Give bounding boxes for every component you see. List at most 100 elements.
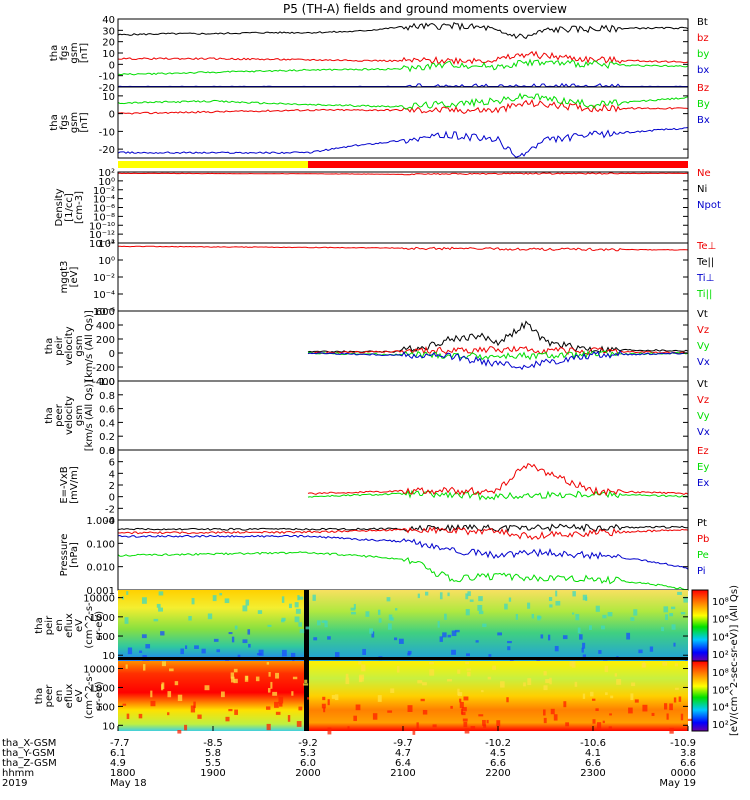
y-tick-label: 10⁻¹² — [89, 230, 115, 241]
y-axis-label-line: fgs — [59, 45, 70, 60]
series-line-Bt — [117, 21, 689, 40]
legend-entry-Pe: Pe — [697, 550, 709, 561]
spectrogram-cell — [579, 634, 583, 640]
legend-entry-Te⊥: Te⊥ — [696, 241, 716, 252]
spectrogram-cell — [312, 594, 316, 601]
spectrogram-cell — [609, 713, 612, 716]
x-tick-value: 4.7 — [395, 748, 411, 759]
y-tick-label: 200 — [96, 335, 115, 346]
y-tick-label: 10² — [98, 168, 115, 179]
spectrogram-cell — [365, 611, 370, 617]
colorbar-tick-label: 10⁸ — [712, 668, 729, 679]
spectrogram-cell — [321, 620, 327, 623]
legend-entry-Ex: Ex — [697, 478, 709, 489]
y-tick-label: -10 — [99, 72, 115, 83]
spectrogram-cell — [420, 698, 425, 702]
x-tick-value: -8.5 — [203, 738, 223, 749]
spectrogram-cell — [417, 680, 423, 684]
legend-entry-Ni: Ni — [697, 184, 707, 195]
spectrogram-cell — [582, 654, 586, 660]
spectrogram-cell — [167, 712, 170, 716]
spectrogram-cell — [350, 607, 356, 611]
spectrogram-cell — [141, 597, 147, 604]
y-tick-label: -400 — [92, 377, 115, 388]
series-line-Vx — [307, 350, 689, 371]
spectrogram-cell — [377, 695, 382, 702]
legend-entry-Bz: Bz — [697, 83, 709, 94]
y-axis-label-line: tha — [44, 407, 55, 423]
spectrogram-cell — [298, 596, 304, 600]
y-axis-label-line: en — [54, 619, 65, 632]
spectrogram-cell — [432, 724, 437, 728]
spectrogram-cell — [447, 634, 452, 638]
panel-fgs-gse: 10 0 -10 -20 tha fgs gsm [nT] Bz By Bx — [49, 83, 710, 159]
spectrogram-cell — [291, 691, 294, 696]
y-axis-label-line: [nT] — [79, 43, 90, 63]
spectrogram-cell — [390, 688, 395, 693]
legend-entry-Vy: Vy — [697, 341, 710, 352]
spectrogram-cell — [387, 710, 393, 713]
series-line-Ne — [117, 172, 689, 176]
spectrogram-cell — [156, 603, 161, 608]
spectrogram-cell — [248, 643, 251, 648]
spectrogram-cell — [447, 679, 452, 682]
y-axis-label-line: eflux — [64, 613, 75, 638]
spectrogram-cell — [358, 661, 362, 665]
spectrogram-cell — [459, 701, 464, 709]
x-tick-value: 3.8 — [680, 748, 696, 759]
spectrogram-cell — [228, 632, 233, 635]
spectrogram-cell — [127, 647, 133, 655]
spectrogram-cell — [465, 609, 470, 616]
spectrogram-cell — [497, 632, 502, 636]
spectrogram-cell — [230, 672, 235, 679]
spectrogram-cell — [331, 694, 336, 699]
y-axis-label-line: [cm-3] — [74, 191, 85, 224]
spectrogram-cell — [193, 701, 196, 709]
spectrogram-cell — [527, 602, 531, 609]
y-axis-label-line: peer — [44, 684, 55, 708]
spectrogram-cell — [237, 654, 241, 659]
panel-background — [118, 172, 688, 243]
y-tick-label: 30 — [102, 26, 115, 37]
spectrogram-cell — [245, 599, 250, 606]
panel-pressure: 1.000 0.100 0.010 0.001 Pressure [nPa] Pt Pb Pe P… — [59, 516, 709, 597]
spectrogram-cell — [543, 685, 548, 691]
spectrogram-cell — [268, 671, 271, 677]
x-tick-value: 4.5 — [490, 748, 506, 759]
spectrogram-cell — [486, 719, 489, 724]
x-tick-value: 6.0 — [300, 758, 316, 769]
spectrogram-cell — [233, 678, 238, 684]
spectrogram-cell — [353, 715, 357, 722]
legend-entry-Ti||: Ti|| — [696, 289, 712, 300]
spectrogram-cell — [429, 669, 435, 676]
y-axis-label-line: eV — [74, 689, 85, 702]
spectrogram-cell — [507, 640, 512, 644]
spectrogram-cell — [138, 713, 143, 719]
spectrogram-cell — [167, 691, 172, 698]
spectrogram-cell — [393, 637, 398, 641]
colorbar-tick-label: 10⁴ — [712, 632, 729, 643]
colorbar-tick-label: 10² — [712, 720, 729, 731]
y-axis-label-line: gsm — [69, 112, 80, 133]
y-tick-label: 0.001 — [86, 586, 115, 597]
spectrogram-cell — [537, 615, 541, 621]
y-tick-label: 0.010 — [86, 563, 115, 574]
legend-entry-Ey: Ey — [697, 462, 709, 473]
spectrogram-cell — [661, 626, 664, 632]
spectrogram-cell — [536, 658, 541, 662]
y-axis-label-line: peir — [54, 335, 65, 355]
spectrogram-cell — [125, 664, 128, 669]
x-tick-value: 6.4 — [395, 758, 411, 769]
colorbar-label: [eV/(cm^2-sec-sr-eV)] (All Qs) — [729, 585, 740, 736]
spectrogram-cell — [549, 604, 553, 608]
legend-entry-Pi: Pi — [697, 566, 706, 577]
spectrogram-cell — [462, 718, 468, 722]
spectrogram-cell — [600, 625, 605, 630]
spectrogram-cell — [297, 595, 300, 601]
x-tick-value: 5.5 — [205, 758, 221, 769]
spectrogram-cell — [469, 599, 474, 602]
y-tick-label: 4 — [109, 469, 115, 480]
spectrogram-cell — [388, 614, 393, 621]
spectrogram-cell — [407, 650, 412, 655]
